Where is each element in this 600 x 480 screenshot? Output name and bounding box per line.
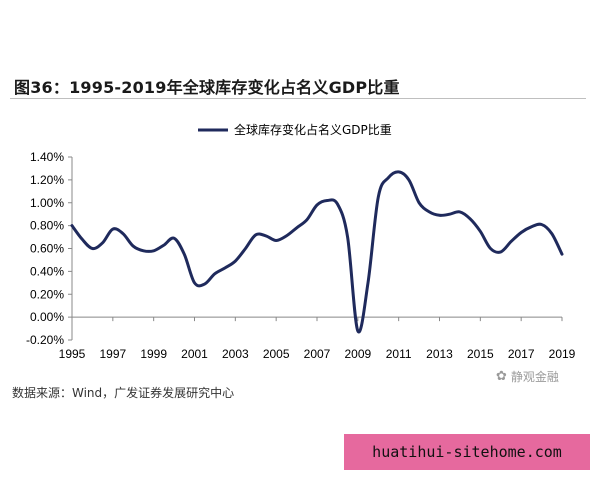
watermark-text: 静观金融	[510, 370, 559, 384]
x-tick-label: 2013	[426, 347, 453, 361]
y-tick-label: 0.40%	[30, 264, 64, 278]
site-banner[interactable]: huatihui-sitehome.com	[344, 434, 590, 470]
title-divider	[10, 98, 586, 99]
source-note: 数据来源：Wind，广发证券发展研究中心	[12, 386, 235, 400]
wechat-icon: ✿	[496, 369, 507, 384]
y-tick-label: -0.20%	[26, 333, 64, 347]
site-url[interactable]: huatihui-sitehome.com	[372, 443, 562, 461]
x-tick-label: 2003	[222, 347, 249, 361]
y-tick-label: 0.80%	[30, 219, 64, 233]
y-tick-label: 0.20%	[30, 287, 64, 301]
x-tick-label: 2017	[508, 347, 535, 361]
x-tick-label: 2007	[304, 347, 331, 361]
x-tick-label: 2015	[467, 347, 494, 361]
y-tick-label: 0.00%	[30, 310, 64, 324]
x-tick-label: 2011	[386, 347, 412, 361]
x-tick-label: 2009	[344, 347, 371, 361]
y-tick-label: 1.20%	[30, 173, 64, 187]
y-tick-label: 1.00%	[30, 196, 64, 210]
series-line	[70, 170, 564, 334]
x-tick-label: 1999	[140, 347, 167, 361]
legend-label: 全球库存变化占名义GDP比重	[234, 122, 392, 137]
line-chart: -0.20% 0.00% 0.20% 0.40% 0.60% 0.80% 1.00% 1.20…	[26, 122, 576, 361]
y-tick-label: 1.40%	[30, 150, 64, 164]
x-tick-label: 1997	[99, 347, 126, 361]
x-tick-label: 2001	[181, 347, 208, 361]
watermark: ✿ 静观金融	[496, 368, 559, 385]
figure-title: 图36：1995-2019年全球库存变化占名义GDP比重	[14, 78, 400, 97]
x-tick-label: 2019	[549, 347, 576, 361]
x-tick-label: 2005	[263, 347, 290, 361]
y-tick-label: 0.60%	[30, 242, 64, 256]
x-tick-label: 1995	[59, 347, 86, 361]
